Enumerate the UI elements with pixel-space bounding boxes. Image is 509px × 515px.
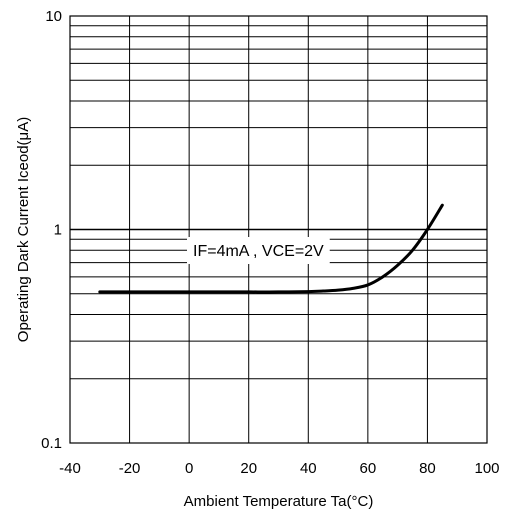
x-tick-label: -40 xyxy=(59,460,81,477)
annotation-label: IF=4mA , VCE=2V xyxy=(193,243,324,260)
y-tick-labels: 0.1 1 10 xyxy=(41,8,62,452)
x-tick-label: 40 xyxy=(300,460,317,477)
x-tick-label: 80 xyxy=(419,460,436,477)
series-line xyxy=(98,203,444,294)
grid-minor xyxy=(70,25,487,380)
annotation-background xyxy=(187,237,330,264)
y-tick-label: 0.1 xyxy=(41,435,62,452)
plot-frame xyxy=(69,15,488,444)
series-layer xyxy=(98,203,444,294)
annotation-layer: IF=4mA , VCE=2V xyxy=(187,237,330,264)
x-tick-label: 100 xyxy=(474,460,499,477)
x-tick-label: 60 xyxy=(360,460,377,477)
x-tick-label: -20 xyxy=(119,460,141,477)
x-axis-label: Ambient Temperature Ta(°C) xyxy=(184,493,374,510)
x-tick-label: 0 xyxy=(185,460,193,477)
y-axis-label: Operating Dark Current Iceod(μA) xyxy=(15,117,32,342)
y-tick-label: 1 xyxy=(54,222,62,239)
x-tick-labels: -40 -20 0 20 40 60 80 100 xyxy=(59,460,499,477)
y-tick-label: 10 xyxy=(45,8,62,25)
x-tick-label: 20 xyxy=(240,460,257,477)
